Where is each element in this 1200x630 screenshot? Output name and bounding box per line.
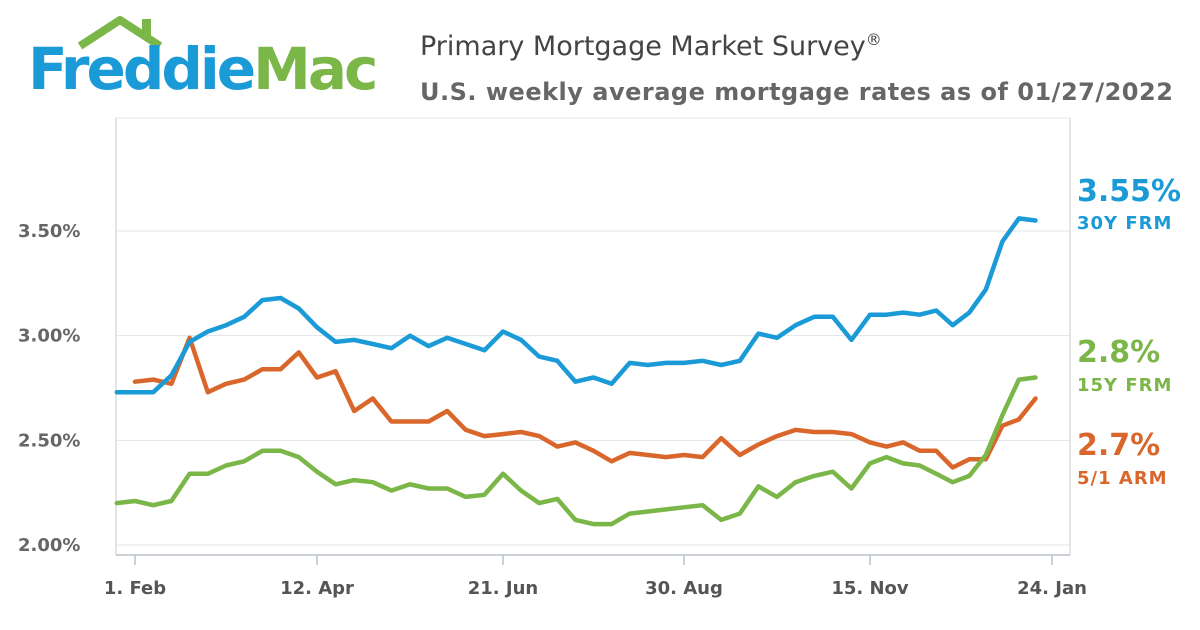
logo-word-mac: Mac — [253, 35, 378, 103]
grid — [115, 117, 1071, 555]
x-tick-label: 21. Jun — [468, 578, 538, 599]
x-tick-label: 24. Jan — [1017, 578, 1087, 599]
y-axis: 2.00% 2.50% 3.00% 3.50% — [18, 221, 80, 556]
house-roof-icon — [77, 16, 163, 50]
series-line-5-1-arm — [132, 335, 1038, 470]
series-lines — [114, 216, 1038, 527]
y-tick-label: 3.00% — [18, 326, 80, 347]
logo-wordmark: FreddieMac — [28, 40, 378, 98]
end-series-name-30y-frm: 30Y FRM — [1077, 213, 1172, 234]
end-series-name-5-1-arm: 5/1 ARM — [1077, 468, 1168, 489]
y-tick-label: 2.00% — [18, 535, 80, 556]
chart-title: Primary Mortgage Market Survey® — [420, 30, 882, 62]
end-value-15y-frm: 2.8% — [1077, 335, 1160, 370]
chart-title-text: Primary Mortgage Market Survey — [420, 31, 866, 62]
chart-subtitle: U.S. weekly average mortgage rates as of… — [420, 78, 1174, 106]
series-line-15y-frm — [114, 375, 1038, 527]
x-tick-label: 1. Feb — [104, 578, 166, 599]
y-tick-label: 3.50% — [18, 221, 80, 242]
x-tick-label: 30. Aug — [645, 578, 723, 599]
end-series-name-15y-frm: 15Y FRM — [1077, 375, 1172, 396]
end-value-30y-frm: 3.55% — [1077, 174, 1181, 209]
logo-word-freddie: Freddie — [28, 35, 256, 103]
end-labels: 3.55% 30Y FRM 2.8% 15Y FRM 2.7% 5/1 ARM — [1077, 174, 1181, 489]
registered-mark: ® — [865, 30, 882, 49]
x-tick-label: 15. Nov — [831, 578, 909, 599]
end-value-5-1-arm: 2.7% — [1077, 428, 1160, 463]
freddie-mac-logo: FreddieMac — [28, 16, 378, 106]
y-tick-label: 2.50% — [18, 430, 80, 451]
series-line-30y-frm — [114, 216, 1038, 395]
x-tick-label: 12. Apr — [280, 578, 354, 599]
x-axis: 1. Feb 12. Apr 21. Jun 30. Aug 15. Nov 24. Ja… — [104, 554, 1087, 599]
